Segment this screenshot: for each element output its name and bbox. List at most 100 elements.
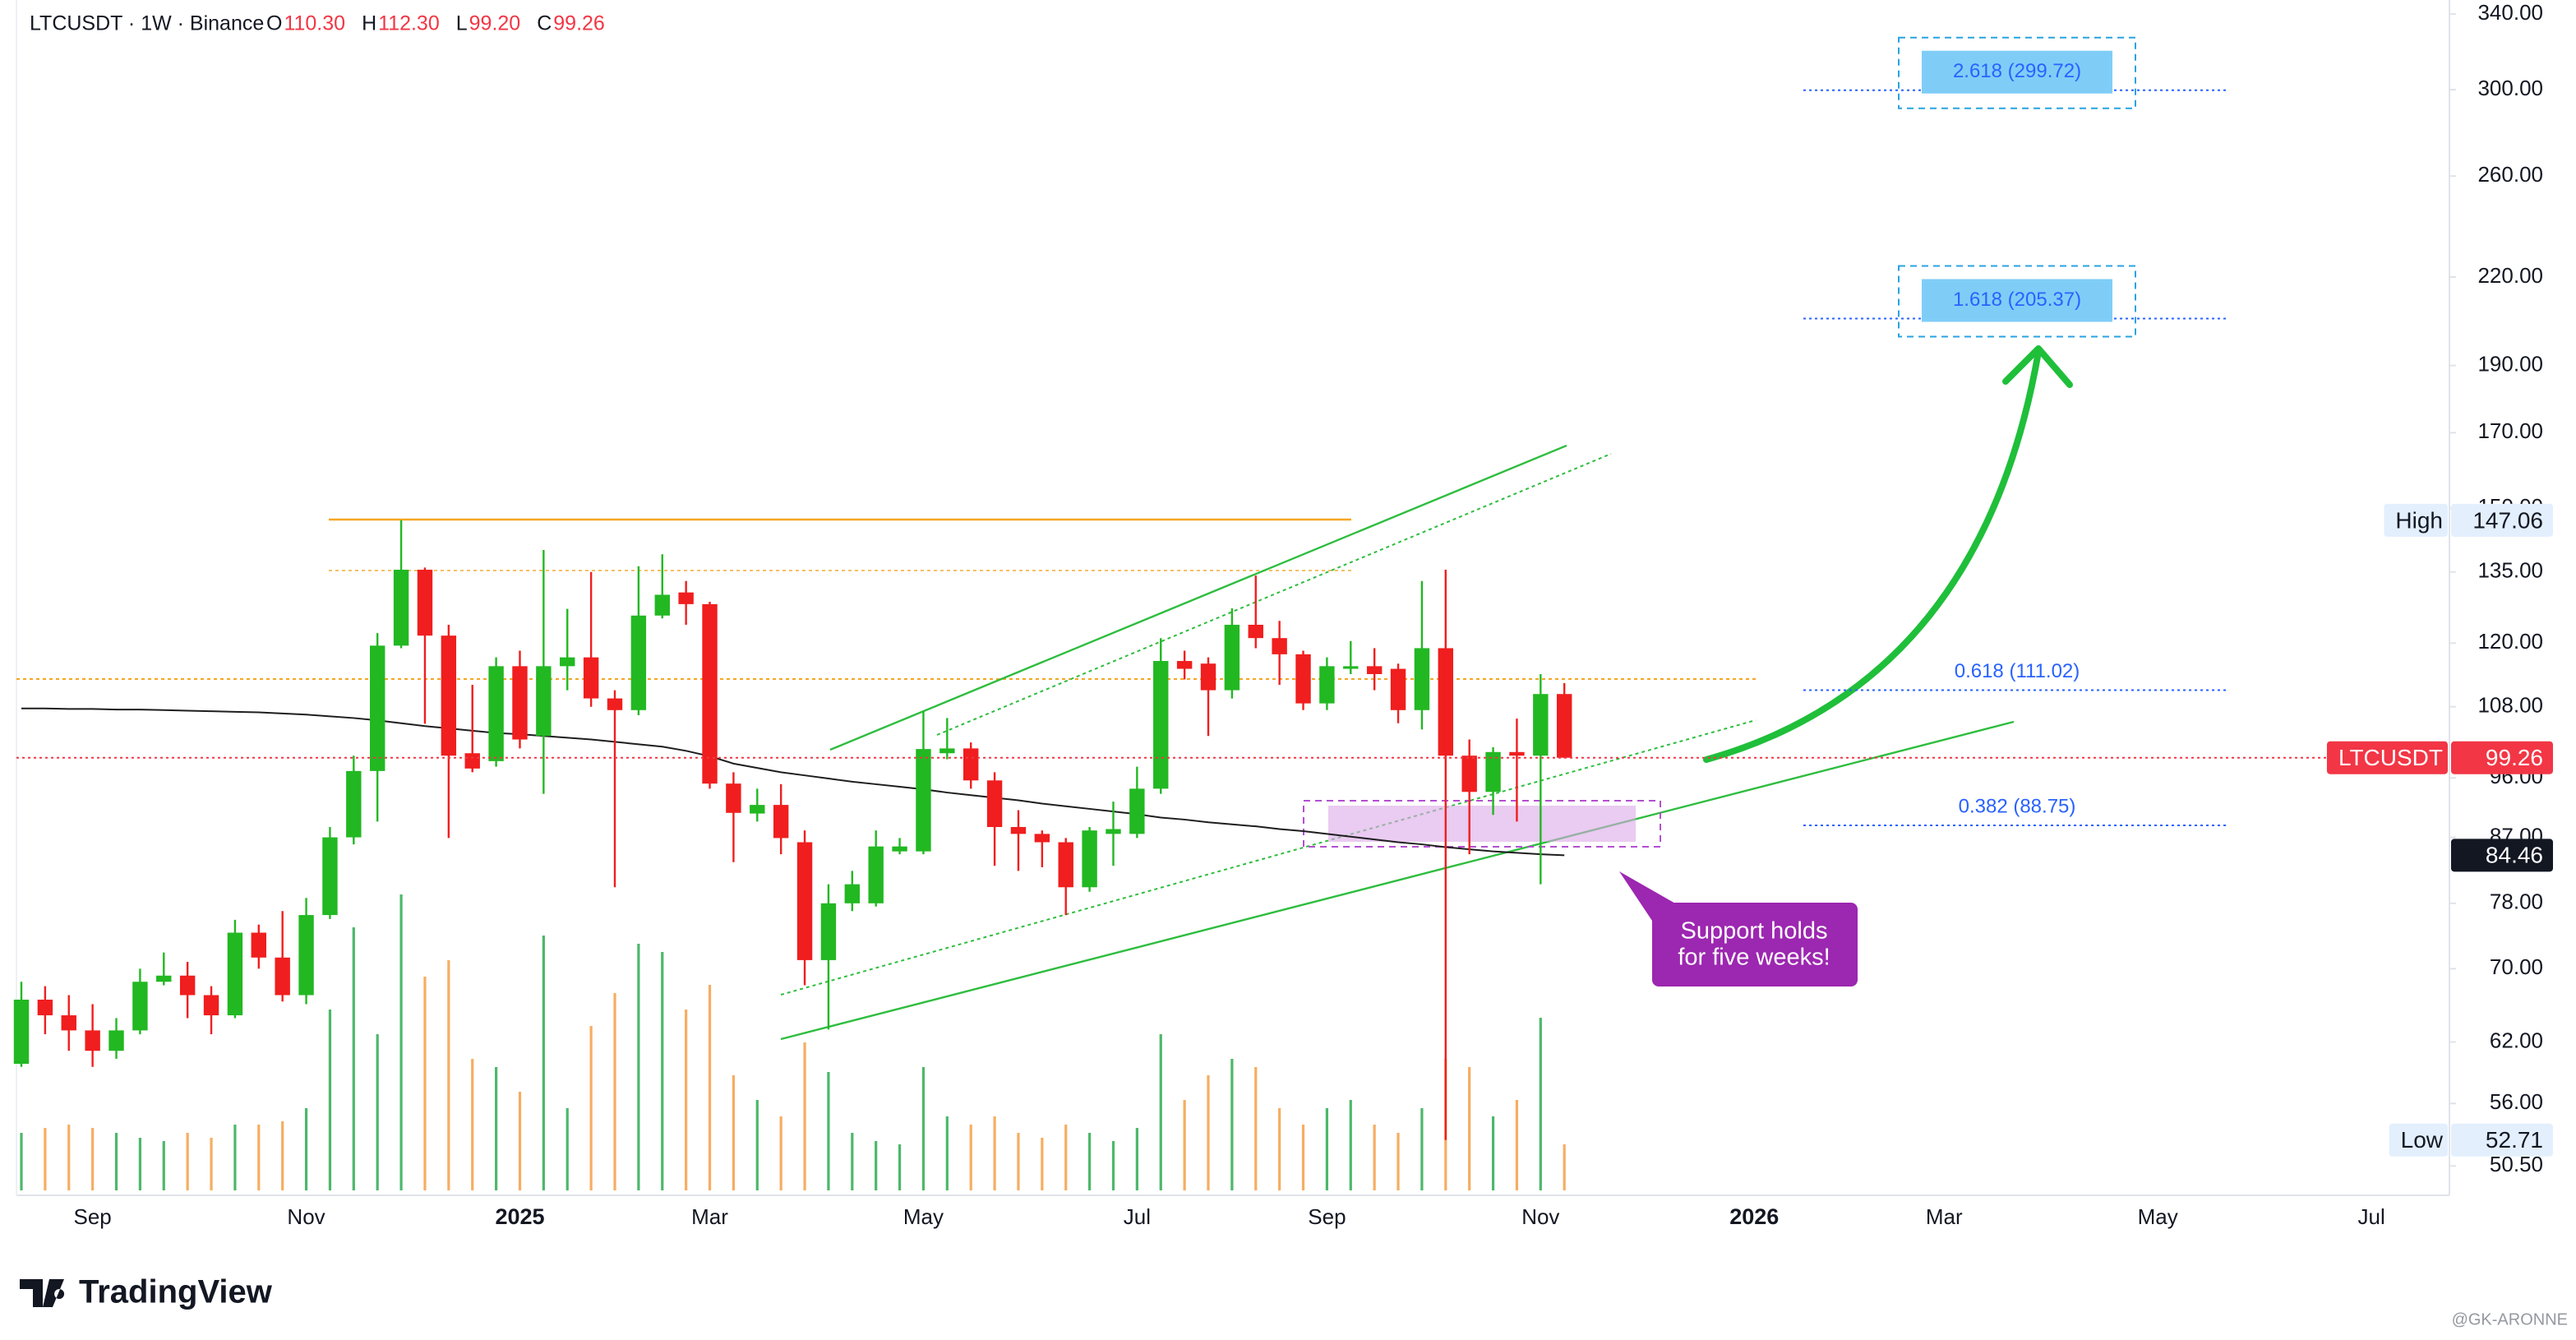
candle-body: [1010, 827, 1027, 834]
price-value: 84.46: [2486, 843, 2543, 868]
candle-body: [702, 603, 718, 784]
y-tick-label: 70.00: [2490, 954, 2543, 979]
volume-bar: [304, 1108, 308, 1190]
candle-body: [1272, 638, 1287, 654]
y-tick-label: 56.00: [2490, 1089, 2543, 1114]
candle-body: [393, 570, 409, 646]
candle-body: [796, 842, 813, 960]
price-box: [2451, 1123, 2553, 1157]
support-zone-border: [1303, 800, 1661, 848]
volume-bar: [210, 1138, 213, 1190]
fib-box-fill: [1922, 50, 2112, 94]
volume-bar: [661, 952, 664, 1190]
volume-bar: [1349, 1100, 1352, 1190]
candle-body: [464, 753, 480, 769]
candle-body: [1200, 663, 1216, 691]
x-tick-label: 2026: [1729, 1204, 1779, 1229]
candle-body: [892, 846, 907, 852]
volume-bar: [1539, 1018, 1542, 1190]
legend-value: 99.20: [469, 12, 521, 35]
x-tick-label: Sep: [74, 1204, 112, 1229]
volume-bar: [281, 1121, 284, 1190]
volume-bar: [257, 1125, 261, 1190]
symbol-title: LTCUSDT · 1W · Binance: [30, 12, 264, 35]
callout: Support holds for five weeks!: [1619, 871, 1858, 987]
y-tick-label: 190.00: [2477, 352, 2543, 377]
volume-bar: [1135, 1128, 1138, 1190]
price-name: Low: [2401, 1127, 2444, 1153]
volume-bar: [827, 1072, 830, 1190]
volume-bar: [1468, 1067, 1471, 1190]
volume-bar: [20, 1133, 23, 1190]
candle-body: [1438, 648, 1453, 756]
price-name-box: [2389, 1123, 2448, 1157]
x-tick-label: Mar: [1926, 1204, 1963, 1229]
candle-body: [179, 975, 196, 996]
candle-body: [346, 770, 362, 838]
candle-body: [939, 748, 955, 754]
candle-body: [678, 592, 694, 604]
fib-box-fill: [1922, 279, 2112, 322]
volume-bar: [1278, 1108, 1281, 1190]
legend-value: 110.30: [284, 12, 345, 35]
legend-key: C: [537, 12, 552, 35]
candle-body: [986, 780, 1003, 828]
target-arrow-head: [2002, 345, 2073, 388]
volume-bar: [708, 985, 712, 1190]
candle-body: [1248, 624, 1263, 639]
volume-bar: [875, 1141, 878, 1190]
volume-bar: [1325, 1108, 1328, 1190]
volume-bar: [1563, 1144, 1566, 1190]
volume-bar: [993, 1116, 996, 1190]
volume-bar: [1301, 1125, 1305, 1190]
candle-body: [370, 645, 385, 771]
y-tick-label: 340.00: [2477, 0, 2543, 25]
volume-bar: [162, 1141, 165, 1190]
moving-average: [21, 707, 1565, 857]
volume-bar: [779, 1116, 782, 1190]
candle-body: [916, 749, 931, 852]
volume-bar: [186, 1133, 189, 1190]
candle-body: [560, 657, 575, 667]
x-tick-label: Nov: [1521, 1204, 1559, 1229]
volume-bar: [1159, 1034, 1162, 1190]
candle-body: [1485, 751, 1501, 792]
candle-body: [1557, 694, 1572, 758]
price-value: 147.06: [2472, 507, 2543, 533]
fib-box-border: [1898, 36, 2136, 109]
volume-bar: [1373, 1125, 1376, 1190]
candle-body: [726, 783, 741, 813]
candle-body: [417, 570, 433, 636]
candle-body: [37, 1000, 53, 1016]
candle-body: [654, 594, 670, 616]
candle-body: [820, 903, 837, 960]
y-tick-label: 170.00: [2477, 418, 2543, 443]
price-name-box: [2384, 503, 2448, 537]
candle-body: [1176, 661, 1193, 669]
volume-bar: [1491, 1116, 1495, 1190]
volume-bar: [803, 1042, 806, 1190]
support-zone: [1328, 806, 1636, 842]
volume-bar: [328, 1010, 332, 1190]
price-value: 99.26: [2486, 745, 2543, 770]
volume-bar: [447, 960, 450, 1190]
candle-body: [1129, 788, 1145, 834]
candle-body: [488, 666, 504, 761]
volume-bar: [114, 1133, 118, 1190]
candle-body: [132, 982, 148, 1031]
callout-text: for five weeks!: [1678, 945, 1830, 971]
volume-bar: [921, 1067, 926, 1190]
volume-bar: [471, 1059, 474, 1190]
channel-lower-line: [780, 720, 2015, 1041]
fib-layer: 2.618 (299.72) 1.618 (205.37) 0.618 (111.0…: [1803, 36, 2229, 826]
brand: TradingView: [79, 1274, 273, 1310]
y-tick-label: 260.00: [2477, 162, 2543, 187]
volume-bar: [1396, 1133, 1400, 1190]
volume-bar: [589, 1026, 593, 1190]
fib-label: 0.382 (88.75): [1959, 795, 2076, 817]
volume-bar: [755, 1100, 759, 1190]
candle-body: [275, 957, 290, 996]
x-tick-label: Nov: [287, 1204, 325, 1229]
volume-bar: [138, 1138, 141, 1190]
volume-bar: [44, 1128, 47, 1190]
